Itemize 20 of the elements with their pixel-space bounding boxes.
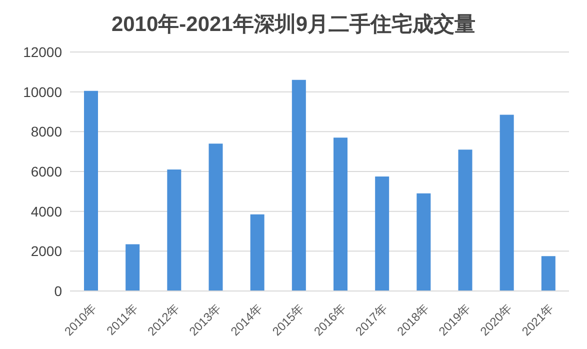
chart-title: 2010年-2021年深圳9月二手住宅成交量 bbox=[110, 12, 477, 38]
bar bbox=[126, 244, 140, 291]
y-tick-label: 12000 bbox=[23, 44, 62, 60]
bar bbox=[416, 193, 431, 291]
y-tick-label: 2000 bbox=[30, 243, 62, 260]
bar bbox=[334, 138, 348, 291]
bar bbox=[208, 144, 223, 291]
y-tick-label: 6000 bbox=[30, 163, 62, 180]
bar bbox=[541, 256, 556, 291]
y-tick-label: 8000 bbox=[30, 124, 62, 140]
bar bbox=[292, 80, 306, 291]
y-tick-label: 0 bbox=[54, 282, 62, 299]
bar bbox=[375, 176, 390, 291]
bar bbox=[458, 150, 472, 291]
bar bbox=[167, 170, 182, 291]
bar bbox=[500, 114, 514, 291]
bar bbox=[84, 90, 98, 291]
y-tick-label: 4000 bbox=[30, 203, 62, 220]
y-tick-label: 10000 bbox=[23, 84, 62, 100]
bar bbox=[250, 214, 264, 291]
